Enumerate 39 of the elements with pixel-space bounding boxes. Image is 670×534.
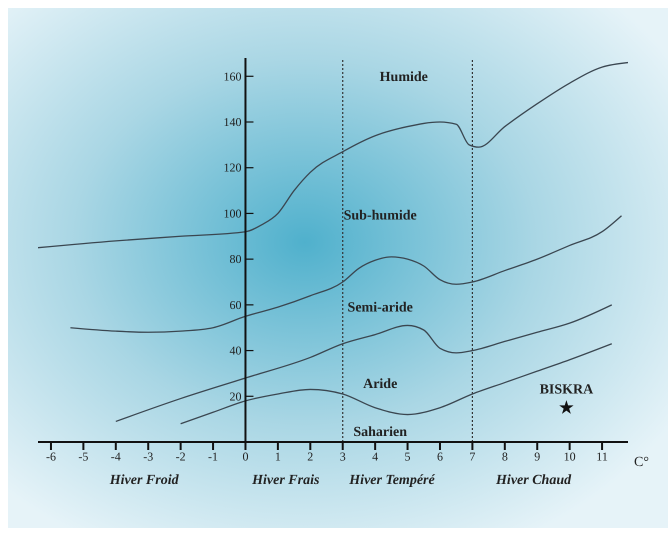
y-tick-label: 60 [229, 298, 242, 312]
y-tick-label: 140 [223, 115, 242, 129]
x-tick-label: -3 [143, 450, 154, 464]
annotation: Aride [363, 377, 398, 392]
x-tick-label: 10 [564, 450, 576, 464]
line-series [38, 62, 628, 248]
y-tick-label: 100 [223, 206, 242, 220]
x-tick-label: -5 [78, 450, 88, 464]
x-tick-label: 9 [534, 450, 540, 464]
y-tick-label: 20 [229, 389, 242, 404]
series-label: BISKRA [540, 382, 594, 398]
text: Hiver Frais [251, 473, 320, 488]
y-tick-label: 40 [229, 344, 242, 358]
x-tick-label: -2 [176, 450, 186, 464]
x-tick-label: 3 [340, 450, 346, 464]
x-tick-label: -1 [208, 450, 218, 464]
x-tick-label: 2 [307, 450, 314, 464]
x-tick-label: -6 [46, 450, 56, 464]
y-tick-label: 80 [229, 252, 242, 266]
annotation: Humide [380, 70, 428, 86]
line-series [180, 343, 612, 424]
annotation: Sub-humide [344, 208, 417, 224]
x-tick-label: -4 [110, 450, 121, 464]
text: Hiver Froid [108, 473, 180, 488]
x-tick-label: 0 [242, 450, 248, 464]
text: Hiver Chaud [495, 473, 572, 488]
x-axis-title: C° [634, 455, 649, 470]
x-tick-label: 5 [404, 450, 411, 464]
y-tick-label: 120 [223, 160, 242, 175]
annotation: Semi-aride [348, 300, 413, 316]
x-tick-label: 11 [596, 450, 608, 464]
x-tick-label: 7 [469, 450, 476, 464]
text: Hiver Tempéré [348, 473, 436, 488]
y-tick-label: 160 [223, 69, 242, 84]
x-tick-label: 8 [502, 450, 508, 464]
x-tick-label: 6 [436, 450, 443, 464]
annotation: Saharien [353, 425, 408, 440]
x-tick-label: 4 [372, 450, 378, 464]
x-tick-label: 1 [274, 450, 281, 464]
